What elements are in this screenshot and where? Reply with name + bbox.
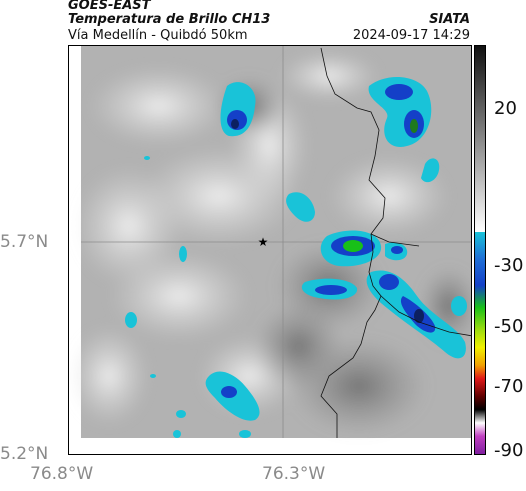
lon-label-76-3: 76.3°W [262,464,326,484]
map-canvas: ★ [69,46,471,454]
satellite-title: GOES-EAST [68,0,151,13]
timestamp-label: 2024-09-17 14:29 [352,28,470,43]
route-label: Vía Medellín - Quibdó 50km [68,28,248,43]
lon-label-76-8: 76.8°W [30,464,94,484]
cloud-texture [69,51,471,436]
colorbar-label-minus-30: -30 [494,255,524,276]
colorbar-scale [475,46,485,454]
colorbar-label-minus-50: -50 [494,316,524,337]
product-title: Temperatura de Brillo CH13 [68,12,271,27]
convective-cells [125,76,467,438]
satellite-map[interactable]: ★ [68,45,472,455]
colorbar-label-20: 20 [494,98,517,119]
border-lines [320,47,471,438]
colorbar-label-minus-70: -70 [494,376,524,397]
lat-label-5-2: 5.2°N [0,444,49,464]
colorbar [474,45,486,455]
organization-label: SIATA [429,12,470,27]
lat-label-5-7: 5.7°N [0,232,49,252]
star-icon: ★ [258,235,269,249]
colorbar-label-minus-90: -90 [494,440,524,461]
